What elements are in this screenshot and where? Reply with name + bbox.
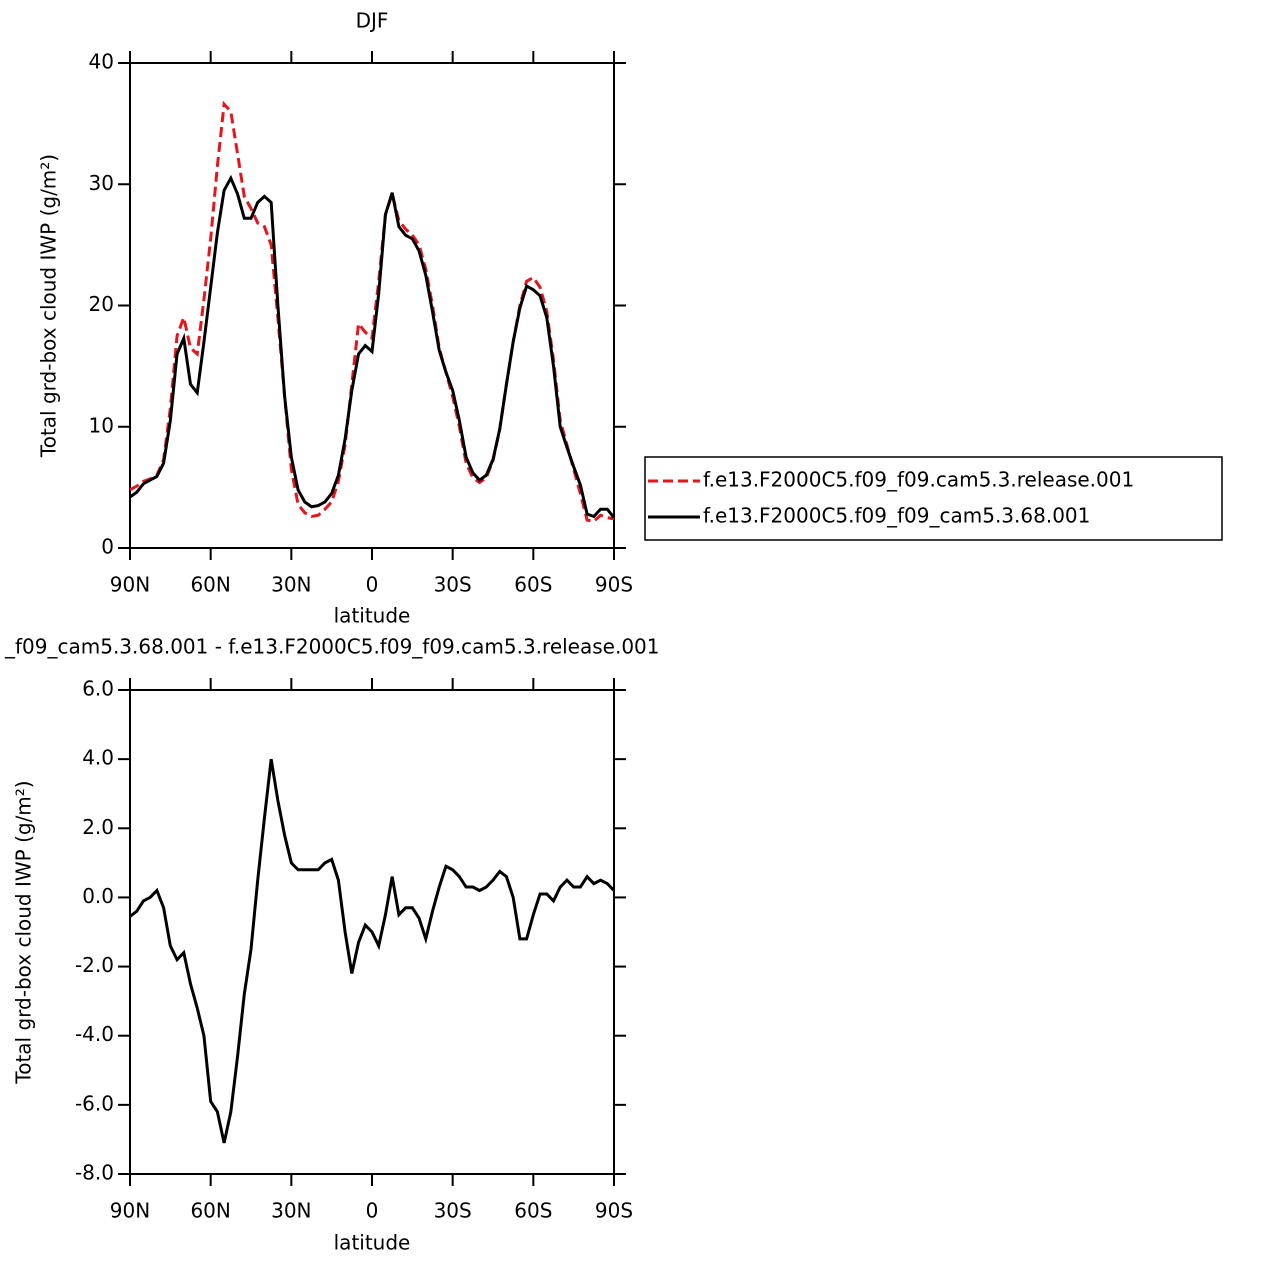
legend-label: f.e13.F2000C5.f09_f09_cam5.3.68.001 <box>703 504 1090 528</box>
x-tick-label: 30S <box>434 1199 472 1223</box>
x-tick-label: 60N <box>190 573 230 597</box>
legend-box <box>644 456 1223 541</box>
x-tick-label: 90N <box>110 1199 150 1223</box>
y-tick-label: 40 <box>89 50 114 74</box>
y-axis-label: Total grd-box cloud IWP (g/m²) <box>12 780 36 1084</box>
data-line <box>129 100 615 523</box>
data-line <box>129 758 616 1144</box>
y-tick-label: 0.0 <box>82 884 114 908</box>
y-tick-label: 4.0 <box>82 746 114 770</box>
y-tick-label: 6.0 <box>82 677 114 701</box>
x-tick-label: 0 <box>366 1199 379 1223</box>
chart-title: _f09_cam5.3.68.001 - f.e13.F2000C5.f09_f… <box>4 635 660 659</box>
x-tick-label: 90S <box>595 1199 633 1223</box>
x-tick-label: 60S <box>514 1199 552 1223</box>
y-tick-label: -6.0 <box>75 1091 114 1115</box>
x-tick-label: 0 <box>366 573 379 597</box>
x-tick-label: 30N <box>271 1199 311 1223</box>
x-tick-label: 60N <box>190 1199 230 1223</box>
y-tick-label: -2.0 <box>75 953 114 977</box>
y-tick-label: -8.0 <box>75 1161 114 1185</box>
x-tick-label: 30N <box>271 573 311 597</box>
y-tick-label: 20 <box>89 292 114 316</box>
x-axis-label: latitude <box>334 1231 411 1255</box>
y-tick-label: 0 <box>101 535 114 559</box>
y-tick-label: -4.0 <box>75 1022 114 1046</box>
chart-title: DJF <box>356 9 389 33</box>
x-tick-label: 60S <box>514 573 552 597</box>
x-tick-label: 30S <box>434 573 472 597</box>
y-axis-label: Total grd-box cloud IWP (g/m²) <box>37 154 61 458</box>
plot-frame <box>129 62 615 549</box>
x-axis-label: latitude <box>334 604 411 628</box>
y-tick-label: 2.0 <box>82 815 114 839</box>
data-line <box>129 174 616 519</box>
x-tick-label: 90N <box>110 573 150 597</box>
legend-label: f.e13.F2000C5.f09_f09.cam5.3.release.001 <box>703 468 1134 492</box>
y-tick-label: 30 <box>89 171 114 195</box>
y-tick-label: 10 <box>89 413 114 437</box>
x-tick-label: 90S <box>595 573 633 597</box>
